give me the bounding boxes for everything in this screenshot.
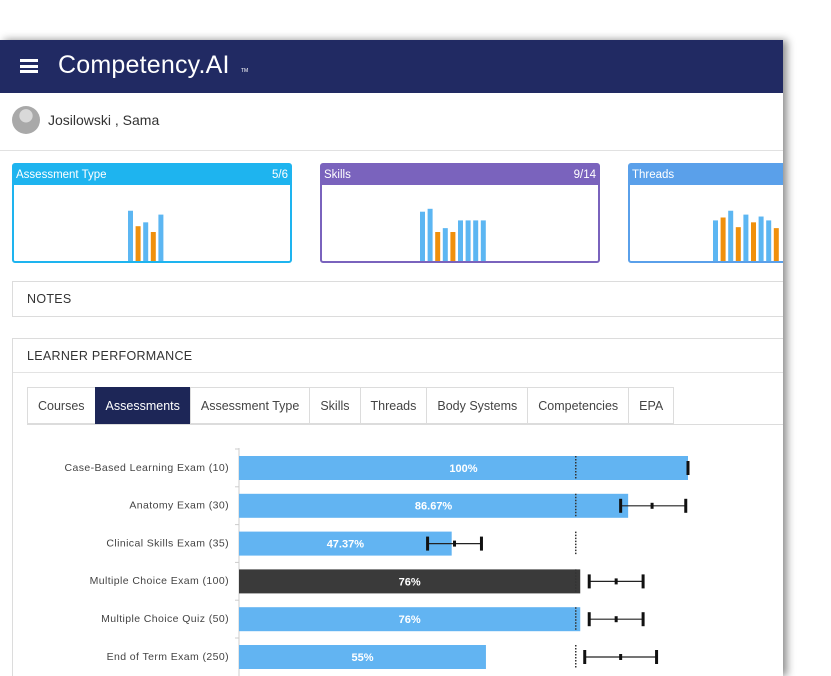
top-bar: Competency.AI TM (0, 40, 783, 93)
category-label: Multiple Choice Exam (100) (90, 575, 229, 587)
mini-bar (427, 208, 433, 261)
bar[interactable] (239, 531, 452, 556)
mini-bar (465, 220, 471, 261)
mini-bar (743, 214, 749, 261)
range-high (686, 461, 690, 475)
mini-chart (128, 210, 164, 261)
range-high (479, 536, 483, 551)
card-header: Threads (630, 165, 783, 185)
mini-bar (480, 220, 486, 261)
tab[interactable]: Skills (309, 387, 360, 424)
mini-bar (473, 220, 479, 261)
bar[interactable] (239, 645, 486, 669)
card-header: Skills 9/14 (322, 165, 598, 185)
range-mid (453, 540, 457, 547)
category-label: Case-Based Learning Exam (10) (64, 462, 229, 474)
range-mid (614, 578, 618, 585)
mini-bar (758, 216, 764, 261)
bar[interactable] (239, 569, 581, 594)
range-mid (619, 654, 623, 660)
mini-bar (720, 217, 726, 261)
value-label: 47.37% (327, 539, 365, 551)
summary-card[interactable]: Threads (628, 163, 783, 263)
category-label: End of Term Exam (250) (107, 651, 229, 663)
value-label: 76% (399, 576, 421, 588)
mini-bar (135, 226, 141, 261)
mini-bar (713, 220, 718, 261)
bar[interactable] (239, 456, 688, 480)
mini-bar (751, 222, 756, 261)
card-count: 5/6 (272, 169, 288, 181)
category-label: Anatomy Exam (30) (129, 500, 229, 512)
bar[interactable] (239, 607, 581, 632)
mini-bar (128, 210, 133, 261)
mini-bar (458, 220, 463, 261)
mini-chart (420, 208, 486, 261)
range-high (641, 574, 645, 589)
category-label: Multiple Choice Quiz (50) (101, 613, 229, 625)
tab-line (27, 424, 783, 425)
card-header: Assessment Type 5/6 (14, 165, 290, 185)
app-frame: Competency.AI TM Josilowski , Sama Asses… (0, 40, 783, 676)
performance-title: LEARNER PERFORMANCE (27, 349, 193, 363)
tab[interactable]: Body Systems (426, 387, 528, 424)
tab[interactable]: Threads (359, 387, 427, 424)
range-low (583, 650, 587, 664)
trademark: TM (241, 68, 249, 74)
menu-button[interactable] (20, 59, 38, 73)
tabs: Courses Assessments Assessment Type Skills T… (27, 387, 675, 424)
range-low (587, 612, 591, 627)
bar[interactable] (239, 493, 629, 518)
tab[interactable]: Courses (27, 387, 95, 424)
notes-title: NOTES (27, 292, 72, 306)
chart: Case-Based Learning Exam (10) 100% Anatomy… (64, 448, 690, 676)
range-low (587, 574, 591, 589)
mini-bar (728, 210, 734, 261)
range-mid (650, 502, 654, 509)
card-title: Threads (632, 169, 675, 181)
tab[interactable]: Competencies (527, 387, 629, 424)
tab[interactable]: Assessments (94, 387, 190, 424)
tab[interactable]: Assessment Type (189, 387, 310, 424)
divider (13, 372, 783, 373)
mini-bar (442, 228, 448, 261)
summary-card[interactable]: Assessment Type 5/6 (12, 163, 292, 263)
mini-bar (450, 232, 456, 261)
summary-card[interactable]: Skills 9/14 (320, 163, 600, 263)
value-label: 55% (351, 652, 373, 664)
card-title: Assessment Type (16, 169, 107, 181)
range-high (684, 498, 688, 513)
card-title: Skills (324, 169, 351, 181)
avatar (12, 106, 40, 134)
user-row: Josilowski , Sama (0, 93, 783, 151)
mini-bar (773, 228, 779, 261)
mini-chart (713, 210, 779, 261)
range-low (619, 498, 623, 513)
notes-panel[interactable]: NOTES (12, 281, 783, 317)
tab[interactable]: EPA (628, 387, 675, 424)
mini-bar (150, 232, 156, 261)
range-high (641, 612, 645, 627)
mini-bar (435, 232, 441, 261)
mini-bar (766, 220, 772, 261)
mini-bar (143, 222, 149, 261)
mini-bar (158, 214, 164, 261)
category-label: Clinical Skills Exam (35) (106, 537, 229, 549)
user-name: Josilowski , Sama (48, 112, 160, 128)
mini-bar (420, 211, 425, 261)
value-label: 100% (449, 463, 477, 475)
mini-bar (735, 227, 741, 261)
value-label: 76% (399, 614, 421, 626)
value-label: 86.67% (415, 501, 453, 513)
range-low (426, 536, 430, 551)
range-mid (614, 616, 618, 623)
range-high (655, 650, 659, 664)
brand[interactable]: Competency.AI (58, 51, 230, 79)
card-count: 9/14 (573, 169, 596, 181)
